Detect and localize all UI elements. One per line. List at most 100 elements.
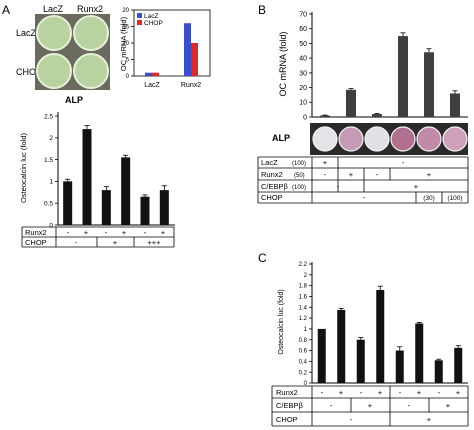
cond-cell: - [408,401,411,410]
y-tick-label: 20 [299,85,307,92]
y-tick-label: 1.8 [299,284,308,290]
y-tick-label: 2.2 [299,262,308,268]
cond-cell: + [349,170,354,179]
alp-well [390,126,416,152]
bar [317,328,326,383]
y-tick-label: 10 [122,41,129,47]
y-tick-label: 2 [304,273,308,279]
bar [450,93,460,117]
y-tick-label: 2.5 [44,113,53,120]
cond-cell: - [330,401,333,410]
row-label-chop: CHOP [261,193,283,202]
chart-b: 0 10 20 30 40 50 60 70 OC mRNA (fold) [278,11,468,121]
chart-a-top-legend: LacZ CHOP [137,13,163,27]
bar [454,347,463,383]
y-tick-label: 0 [126,74,130,80]
chart-a-bottom: 0 0.5 1 1.5 2 2.5 Osteocalcin luc (fold) [19,112,175,229]
cond-cell: + [414,182,419,191]
y-tick-label: 0 [304,381,308,387]
chart-c-bars [317,285,463,383]
alp-well-group [312,126,468,152]
bar [337,309,346,383]
bar-lacz [145,72,152,76]
bar [63,181,73,225]
cond-cell: + [122,228,127,237]
y-tick-label: 1 [304,327,308,333]
plate-caption: ALP [65,95,83,105]
bar [346,89,356,117]
cond-cell: (30) [423,195,435,202]
cond-cell: + [427,170,432,179]
chart-b-bars [320,32,460,118]
y-tick-label: 1.5 [44,157,53,164]
cond-cell: + [368,401,373,410]
row-label-runx2: Runx2 [276,388,298,397]
cond-cell: - [67,228,70,237]
row-dose-runx2: (50) [294,173,305,179]
bar [159,190,169,225]
bar [82,129,92,225]
bar [372,114,382,117]
y-tick-label: 1 [49,179,53,186]
legend-label-lacz: LacZ [144,13,158,20]
plate-well [36,15,72,51]
cond-cell: - [105,228,108,237]
row-dose-cebpb: (100) [292,185,306,191]
cond-cell: + [161,228,166,237]
chart-a-top-ylabel: OC mRNA (fold) [119,16,128,71]
y-tick-label: 0.4 [299,359,308,365]
plate-col-label-runx2: Runx2 [77,4,103,14]
cond-cell: + [84,228,89,237]
plate-row-label-lacz: LacZ [16,28,37,38]
cond-cell: + [113,238,118,247]
cond-cell: - [399,388,402,397]
y-tick-label: 1.4 [299,305,308,311]
chart-a-bottom-bars [63,125,169,225]
y-tick-label: 5 [126,58,130,64]
cond-cell: (100) [447,195,462,202]
legend-swatch-chop [137,20,142,25]
cond-cell: - [75,238,78,247]
row-label-cebpb: C/EBPβ [276,401,304,410]
panel-a-condition-table: Runx2 CHOP - + - + - + - + +++ [21,226,175,248]
cond-cell: - [144,228,147,237]
cond-cell: - [324,170,327,179]
bar-chop [152,72,159,76]
y-tick-label: 0.6 [299,349,308,355]
bar [356,339,365,383]
y-tick-label: 15 [122,25,129,31]
panel-b-condition-table: LacZ (100) Runx2 (50) C/EBPβ (100) CHOP … [257,156,469,204]
legend-label-chop: CHOP [144,20,163,27]
y-tick-label: 10 [299,100,307,107]
y-tick-label: 50 [299,41,307,48]
y-tick-label: 0.2 [299,370,308,376]
plate-col-label-lacz: LacZ [43,4,64,14]
y-tick-label: 1.6 [299,295,308,301]
chart-a-top-yticks: 0 5 10 15 20 [122,8,134,80]
cond-cell: + [427,415,432,424]
row-label-runx2: Runx2 [25,228,47,237]
y-tick-label: 1.2 [299,316,308,322]
bar [320,115,330,117]
bar [424,52,434,117]
row-label-cebpb: C/EBPβ [261,182,289,191]
plate-well [73,53,109,89]
plate-well [73,15,109,51]
y-tick-label: 0.5 [44,200,53,207]
bar [434,360,443,383]
plate-well [36,53,72,89]
chart-c: 0 0.2 0.4 0.6 0.8 1 1.2 1.4 1.6 1.8 2 2.2 Osteocalc… [278,262,468,387]
y-tick-label: 0.8 [299,338,308,344]
y-tick-label: 2 [49,135,53,142]
chart-b-ylabel: OC mRNA (fold) [278,31,288,96]
alp-well [442,126,468,152]
cond-cell: + [417,388,422,397]
alp-row-label: ALP [272,133,290,143]
cond-cell: - [350,415,353,424]
bar [121,157,131,225]
chart-a-top-xlabel-runx2: Runx2 [181,82,201,89]
bar-lacz [184,23,191,76]
panel-c-condition-table: Runx2 C/EBPβ CHOP - + - + - + - + - + - … [271,385,469,427]
bar [101,190,111,225]
chart-c-yticks: 0 0.2 0.4 0.6 0.8 1 1.2 1.4 1.6 1.8 2 2.2 [299,262,312,387]
